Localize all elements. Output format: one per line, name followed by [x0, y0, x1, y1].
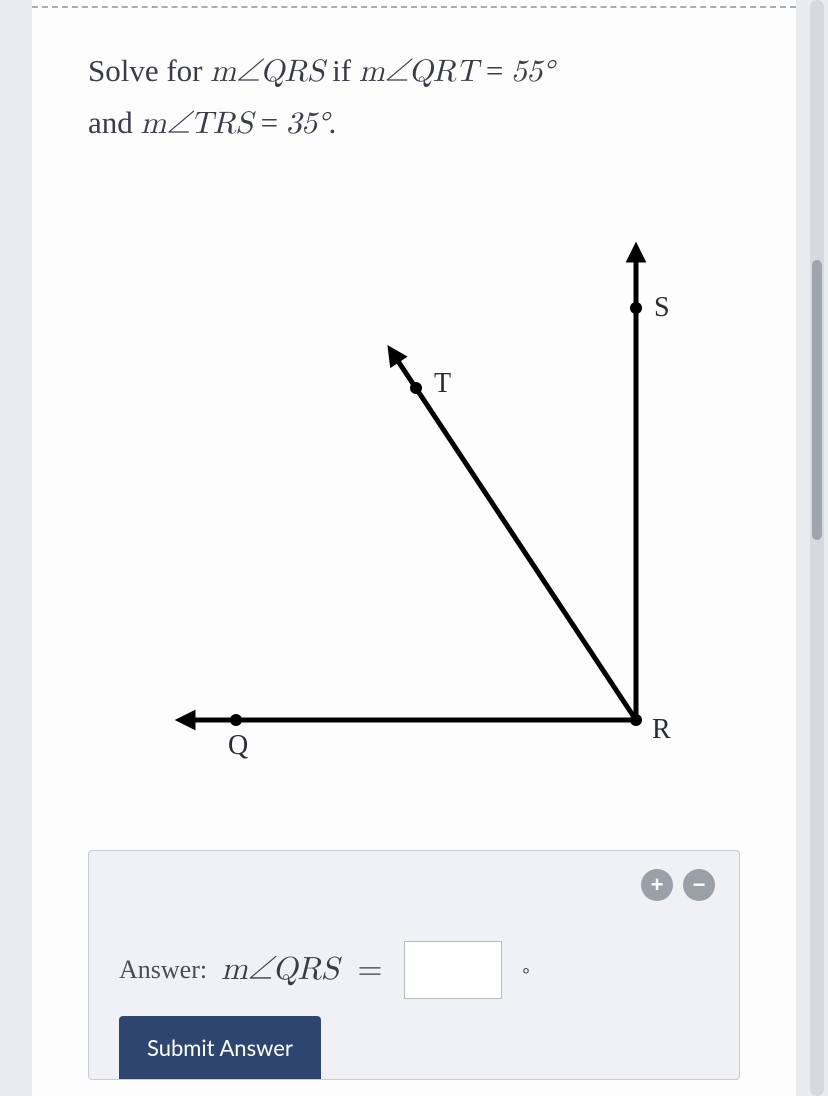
- answer-input[interactable]: [404, 941, 502, 999]
- q-mid: if: [324, 53, 358, 88]
- q-eq1: =: [478, 53, 511, 88]
- svg-text:R: R: [652, 714, 671, 745]
- q-g2l: m∠TRS: [141, 109, 253, 140]
- answer-math: m∠QRS =: [221, 951, 390, 989]
- answer-label: Answer:: [119, 955, 207, 985]
- scrollbar-thumb[interactable]: [812, 260, 822, 540]
- q-period: .: [329, 105, 337, 140]
- q-g2r: 35°: [286, 109, 329, 140]
- svg-text:Q: Q: [228, 730, 248, 761]
- q-and: and: [88, 105, 141, 140]
- q-g1l: m∠QRT: [359, 57, 478, 88]
- svg-text:T: T: [434, 368, 451, 399]
- plus-icon[interactable]: +: [641, 869, 673, 901]
- q-prefix: Solve for: [88, 53, 210, 88]
- divider: [32, 6, 796, 8]
- angle-figure: R Q S T: [88, 180, 748, 820]
- submit-button[interactable]: Submit Answer: [119, 1016, 321, 1079]
- degree-symbol: ∘: [520, 960, 531, 981]
- svg-text:S: S: [654, 292, 670, 323]
- q-target: m∠QRS: [210, 57, 324, 88]
- scrollbar-track[interactable]: [810, 0, 824, 1096]
- answer-row: Answer: m∠QRS = ∘: [119, 941, 532, 999]
- zoom-controls: + −: [641, 869, 715, 901]
- question-text: Solve for m∠QRS if m∠QRT = 55° and m∠TRS…: [88, 46, 740, 149]
- problem-card: Solve for m∠QRS if m∠QRT = 55° and m∠TRS…: [32, 0, 796, 1096]
- answer-panel: + − Answer: m∠QRS = ∘ Submit Answer: [88, 850, 740, 1080]
- q-g1r: 55°: [511, 57, 554, 88]
- figure-svg: R Q S T: [88, 180, 748, 820]
- q-eq2: =: [253, 105, 286, 140]
- minus-icon[interactable]: −: [683, 869, 715, 901]
